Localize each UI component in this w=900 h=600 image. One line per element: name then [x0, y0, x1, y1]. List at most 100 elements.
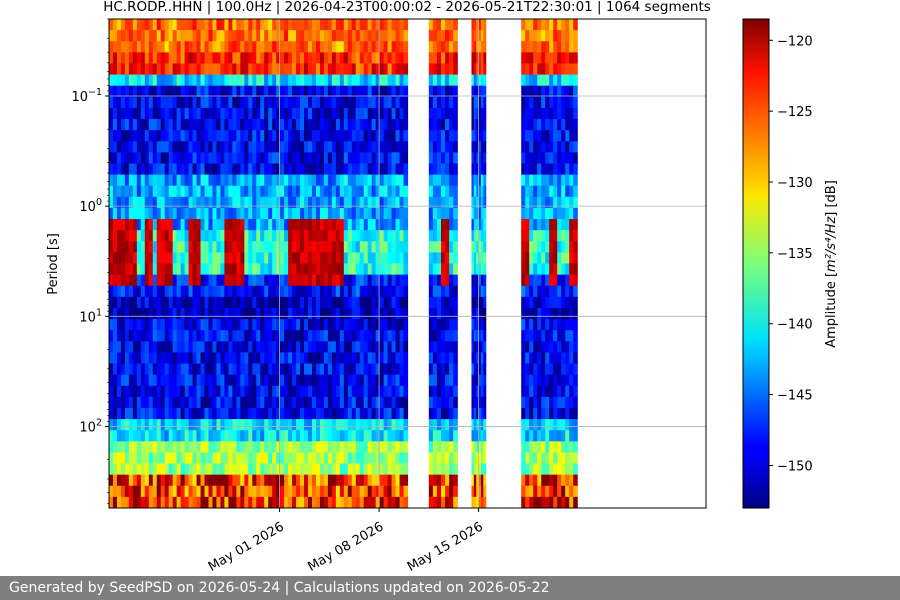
- spectrogram-cell: [471, 219, 475, 231]
- spectrogram-cell: [136, 463, 142, 476]
- spectrogram-cell: [116, 274, 122, 287]
- spectrogram-cell: [160, 296, 166, 309]
- spectrogram-cell: [220, 319, 226, 331]
- spectrogram-cell: [116, 74, 122, 87]
- spectrogram-cell: [228, 407, 233, 420]
- spectrogram-cell: [148, 396, 154, 409]
- spectrogram-cell: [124, 130, 130, 142]
- spectrogram-cell: [375, 363, 381, 376]
- spectrogram-cell: [120, 163, 126, 176]
- spectrogram-cell: [216, 496, 222, 508]
- colorbar-label-post: ] [dB]: [824, 180, 839, 217]
- spectrogram-cell: [136, 52, 142, 65]
- spectrogram-cell: [112, 352, 118, 365]
- spectrogram-cell: [379, 363, 385, 376]
- spectrogram-cell: [172, 441, 178, 454]
- spectrogram-cell: [363, 174, 369, 187]
- spectrogram-cell: [483, 430, 487, 442]
- spectrogram-cell: [565, 441, 570, 454]
- spectrogram-cell: [545, 341, 550, 354]
- spectrogram-cell: [573, 374, 578, 387]
- spectrogram-cell: [315, 396, 321, 409]
- spectrogram-cell: [156, 485, 162, 498]
- spectrogram-cell: [192, 163, 198, 176]
- spectrogram-cell: [260, 30, 265, 42]
- spectrogram-cell: [280, 307, 285, 320]
- spectrogram-cell: [541, 219, 546, 231]
- spectrogram-cell: [476, 307, 480, 320]
- spectrogram-cell: [480, 152, 484, 165]
- spectrogram-cell: [200, 196, 206, 209]
- spectrogram-cell: [473, 107, 477, 120]
- spectrogram-cell: [164, 407, 170, 420]
- spectrogram-cell: [339, 41, 345, 53]
- spectrogram-cell: [323, 452, 329, 465]
- spectrogram-cell: [140, 41, 146, 53]
- spectrogram-cell: [224, 74, 229, 87]
- spectrogram-cell: [311, 141, 317, 153]
- spectrogram-cell: [557, 396, 562, 409]
- spectrogram-cell: [445, 496, 450, 508]
- spectrogram-cell: [300, 485, 305, 498]
- spectrogram-cell: [116, 163, 122, 176]
- spectrogram-cell: [296, 285, 301, 298]
- spectrogram-cell: [449, 219, 454, 231]
- spectrogram-cell: [323, 141, 329, 153]
- spectrogram-cell: [296, 341, 301, 354]
- spectrogram-cell: [315, 430, 321, 442]
- spectrogram-cell: [252, 230, 257, 242]
- spectrogram-cell: [304, 407, 309, 420]
- spectrogram-cell: [288, 185, 293, 198]
- spectrogram-cell: [445, 319, 450, 331]
- spectrogram-cell: [308, 130, 313, 142]
- spectrogram-cell: [569, 285, 574, 298]
- spectrogram-cell: [565, 463, 570, 476]
- spectrogram-cell: [471, 296, 475, 309]
- spectrogram-cell: [304, 341, 309, 354]
- spectrogram-cell: [304, 219, 309, 231]
- spectrogram-cell: [399, 185, 405, 198]
- spectrogram-cell: [327, 341, 333, 354]
- spectrogram-cell: [244, 41, 249, 53]
- spectrogram-cell: [541, 441, 546, 454]
- spectrogram-cell: [375, 474, 381, 487]
- spectrogram-cell: [140, 85, 146, 98]
- spectrogram-cell: [367, 174, 373, 187]
- spectrogram-cell: [180, 163, 186, 176]
- spectrogram-cell: [284, 130, 289, 142]
- spectrogram-cell: [204, 285, 210, 298]
- spectrogram-cell: [471, 52, 475, 65]
- spectrogram-cell: [292, 463, 297, 476]
- spectrogram-cell: [327, 419, 333, 431]
- spectrogram-cell: [236, 230, 241, 242]
- spectrogram-cell: [441, 374, 446, 387]
- spectrogram-cell: [453, 363, 458, 376]
- spectrogram-cell: [272, 474, 277, 487]
- spectrogram-cell: [300, 219, 305, 231]
- spectrogram-cell: [335, 252, 341, 265]
- spectrogram-cell: [120, 152, 126, 165]
- spectrogram-cell: [351, 52, 357, 65]
- spectrogram-cell: [176, 474, 182, 487]
- spectrogram-cell: [375, 252, 381, 265]
- spectrogram-cell: [296, 85, 301, 98]
- spectrogram-cell: [132, 207, 138, 220]
- spectrogram-cell: [327, 107, 333, 120]
- spectrogram-cell: [541, 430, 546, 442]
- spectrogram-cell: [565, 130, 570, 142]
- spectrogram-cell: [204, 263, 210, 276]
- spectrogram-cell: [569, 107, 574, 120]
- spectrogram-cell: [395, 352, 401, 365]
- spectrogram-cell: [557, 441, 562, 454]
- spectrogram-cell: [441, 19, 446, 31]
- spectrogram-cell: [228, 152, 233, 165]
- spectrogram-cell: [276, 252, 281, 265]
- spectrogram-cell: [240, 196, 245, 209]
- spectrogram-cell: [343, 41, 349, 53]
- spectrogram-cell: [557, 407, 562, 420]
- spectrogram-cell: [168, 163, 174, 176]
- spectrogram-cell: [156, 152, 162, 165]
- spectrogram-cell: [152, 141, 158, 153]
- spectrogram-cell: [476, 496, 480, 508]
- spectrogram-cell: [112, 441, 118, 454]
